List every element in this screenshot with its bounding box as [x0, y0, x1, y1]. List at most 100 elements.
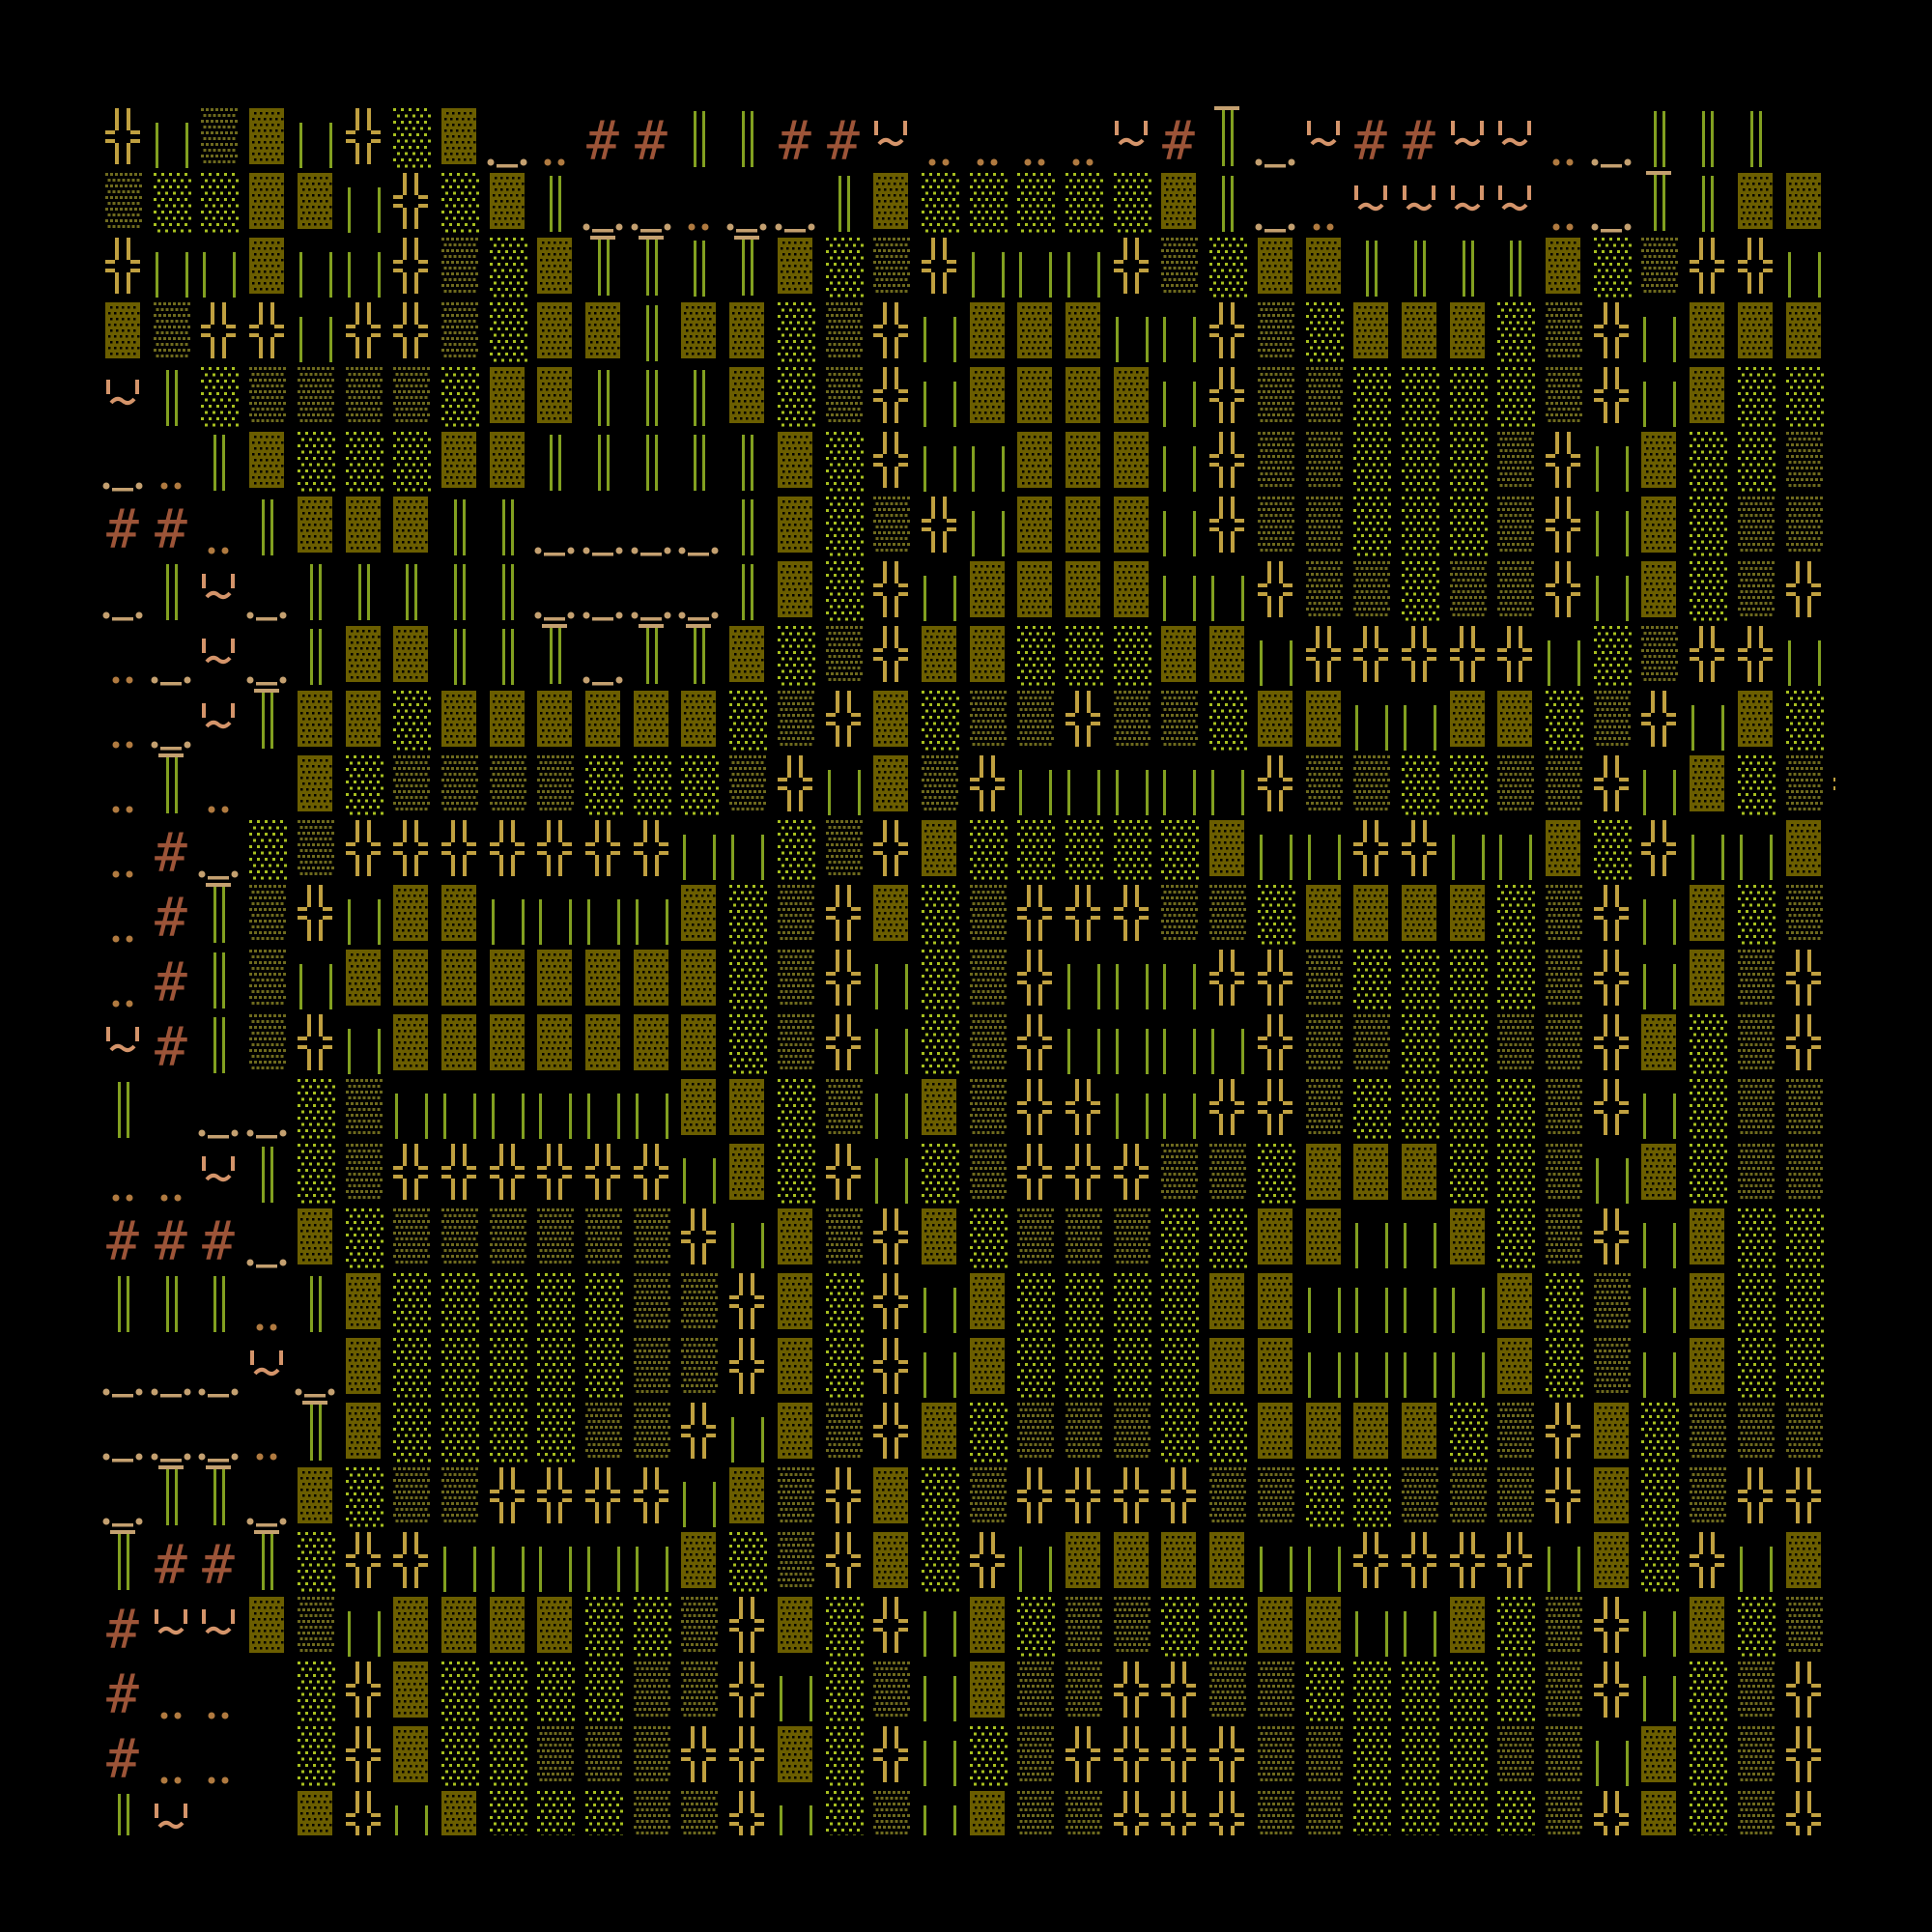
dense-block-glyph-shape [873, 1532, 909, 1588]
light-shade-glyph [819, 1333, 867, 1398]
dots-glyph [1539, 168, 1587, 233]
double-vertical-glyph [147, 362, 195, 427]
light-shade-glyph-shape [1161, 1273, 1200, 1333]
light-shade-glyph-shape [1497, 1208, 1536, 1268]
double-cross-glyph-shape [825, 885, 861, 941]
dense-block-glyph-shape [537, 1597, 573, 1653]
light-shade-glyph-shape [1449, 1079, 1488, 1139]
medium-shade-glyph-shape [873, 238, 911, 293]
double-cross-glyph-shape [1065, 1467, 1100, 1523]
wide-bars-glyph [1154, 556, 1203, 621]
medium-shade-glyph [1539, 362, 1587, 427]
double-cross-glyph [1059, 1721, 1107, 1786]
dense-block-glyph-shape [921, 626, 956, 682]
underscore-glyph-shape [1591, 158, 1632, 168]
double-cross-glyph [1347, 815, 1395, 880]
dots-glyph [1010, 103, 1059, 168]
medium-shade-glyph-shape [1497, 497, 1535, 552]
light-shade-glyph [1683, 1139, 1731, 1204]
light-shade-glyph-shape [1497, 1079, 1536, 1139]
dense-block-glyph [1683, 362, 1731, 427]
dense-block-glyph [1299, 1204, 1348, 1268]
light-shade-glyph-shape [777, 1144, 815, 1204]
medium-shade-glyph-shape [777, 950, 814, 1005]
light-shade-glyph-shape [440, 1338, 479, 1398]
double-cross-glyph [194, 298, 242, 362]
wide-bars-glyph-shape [635, 899, 668, 945]
double-cross-glyph [1539, 556, 1587, 621]
wide-bars-glyph [1634, 362, 1683, 427]
medium-shade-glyph [1731, 1657, 1779, 1721]
dense-block-glyph [1634, 556, 1683, 621]
medium-shade-glyph-shape [873, 1791, 911, 1834]
double-cross-glyph-shape [1209, 432, 1245, 488]
wide-bars-glyph-shape [1163, 317, 1197, 362]
double-vertical-glyph [627, 427, 675, 492]
dense-block-glyph [867, 1463, 915, 1527]
light-shade-glyph [1443, 751, 1492, 815]
light-shade-glyph [1443, 1721, 1492, 1786]
dense-block-glyph-shape [1401, 302, 1436, 358]
double-vertical-glyph [291, 621, 339, 686]
double-cross-glyph [963, 751, 1011, 815]
light-shade-glyph-shape [777, 820, 815, 880]
light-shade-glyph-shape [1497, 367, 1536, 427]
underscore-glyph [242, 621, 291, 686]
light-shade-glyph [435, 1721, 483, 1786]
dots-glyph [147, 427, 195, 492]
double-cross-glyph [1587, 1786, 1635, 1835]
double-cross-glyph-shape [873, 1208, 909, 1264]
light-shade-glyph-shape [1690, 561, 1728, 621]
double-cross-glyph [867, 815, 915, 880]
double-vertical-glyph [1491, 233, 1539, 298]
light-shade-glyph-shape [585, 1338, 623, 1398]
wide-bars-glyph-shape [587, 899, 620, 945]
medium-shade-glyph-shape [1737, 1726, 1775, 1781]
light-shade-glyph [1443, 1786, 1492, 1835]
medium-shade-glyph [1443, 1463, 1492, 1527]
light-shade-glyph [483, 233, 531, 298]
medium-shade-glyph-shape [537, 755, 575, 810]
double-cross-glyph-shape [1353, 1532, 1389, 1588]
medium-shade-glyph [194, 103, 242, 168]
dense-block-glyph-shape [1690, 302, 1725, 358]
wide-bars-glyph [1154, 427, 1203, 492]
tee-double-glyph-shape [1214, 106, 1240, 166]
dense-block-glyph-shape [489, 173, 525, 229]
medium-shade-glyph [579, 1721, 627, 1786]
light-shade-glyph-shape [1690, 1079, 1728, 1139]
medium-shade-glyph-shape [1401, 1467, 1438, 1522]
dense-block-glyph-shape [729, 1079, 765, 1135]
light-shade-glyph-shape [489, 238, 527, 298]
double-cross-glyph [1010, 880, 1059, 945]
wide-bars-glyph-shape [923, 576, 956, 621]
double-vertical-glyph-shape [165, 1276, 178, 1332]
dense-block-glyph [963, 1786, 1011, 1835]
double-vertical-glyph-shape [1749, 111, 1762, 167]
underscore-glyph [194, 815, 242, 880]
dense-block-glyph [1347, 1398, 1395, 1463]
double-cross-glyph-shape [1690, 1532, 1725, 1588]
underscore-glyph [99, 1333, 147, 1398]
double-cross-glyph-shape [585, 1467, 620, 1523]
dense-block-glyph [1203, 621, 1251, 686]
wide-bars-glyph-shape [683, 1158, 717, 1204]
light-shade-glyph [819, 1657, 867, 1721]
medium-shade-glyph [963, 1074, 1011, 1139]
wide-bars-glyph [1299, 1268, 1348, 1333]
double-vertical-glyph [530, 427, 579, 492]
dense-block-glyph [1683, 1592, 1731, 1657]
light-shade-glyph-shape [1401, 1014, 1439, 1074]
light-shade-glyph-shape [1305, 1662, 1344, 1721]
light-shade-glyph [1634, 1527, 1683, 1592]
light-shade-glyph-shape [825, 1273, 864, 1333]
medium-shade-glyph-shape [1497, 432, 1535, 487]
light-shade-glyph [1154, 1592, 1203, 1657]
dense-block-glyph-shape [1353, 885, 1389, 941]
wide-bars-glyph [1634, 1204, 1683, 1268]
light-shade-glyph [915, 1527, 963, 1592]
wide-bars-glyph [530, 880, 579, 945]
double-vertical-glyph [1395, 233, 1443, 298]
medium-shade-glyph [242, 1009, 291, 1074]
light-shade-glyph [1731, 1592, 1779, 1657]
